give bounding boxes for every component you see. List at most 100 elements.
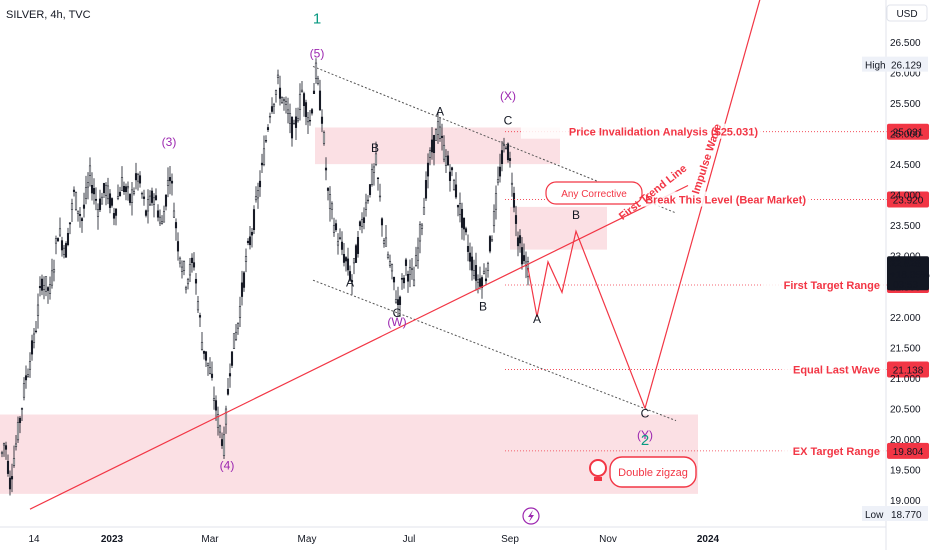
- candle: [292, 119, 296, 125]
- candle: [352, 258, 356, 275]
- candle-body: [466, 246, 470, 252]
- candle-body: [132, 191, 136, 194]
- candle: [128, 193, 132, 206]
- price-tag-bg: [887, 361, 929, 378]
- candle: [64, 241, 68, 258]
- candle-body: [306, 117, 310, 123]
- candle-body: [220, 439, 224, 446]
- wave-label: C: [641, 407, 650, 421]
- candle: [200, 332, 204, 351]
- candle-body: [276, 74, 280, 78]
- candle: [504, 145, 508, 150]
- candle-body: [262, 148, 266, 165]
- candle: [434, 128, 438, 141]
- candle-body: [402, 277, 406, 284]
- candle-body: [120, 177, 124, 191]
- candle-body: [288, 113, 292, 124]
- candle-body: [260, 162, 264, 166]
- candle: [404, 257, 408, 276]
- candle: [42, 276, 46, 300]
- candle: [476, 274, 480, 294]
- candle-body: [118, 191, 122, 197]
- candle: [124, 183, 128, 201]
- candle: [248, 226, 252, 250]
- candle-body: [346, 258, 350, 271]
- candle-body: [278, 87, 282, 99]
- candle-body: [112, 213, 116, 219]
- candle: [424, 171, 428, 202]
- candle-body: [224, 408, 228, 425]
- candle-body: [84, 187, 88, 199]
- candle: [210, 361, 214, 381]
- candle-body: [250, 231, 254, 236]
- x-tick-label: Mar: [201, 534, 219, 545]
- candle-body: [202, 350, 206, 354]
- candle-body: [480, 277, 484, 288]
- candle: [474, 252, 478, 291]
- candle: [348, 265, 352, 282]
- candle-body: [382, 240, 386, 244]
- candle: [82, 192, 86, 218]
- candle: [376, 177, 380, 191]
- candle: [342, 243, 346, 267]
- candle-body: [140, 192, 144, 195]
- candle: [280, 96, 284, 105]
- candle-body: [160, 221, 164, 224]
- lightning-icon[interactable]: [522, 507, 540, 525]
- candle-body: [420, 224, 424, 229]
- candle: [54, 235, 58, 255]
- candle-body: [326, 188, 330, 191]
- candle: [70, 198, 74, 222]
- candle: [304, 99, 308, 126]
- current-change: +18.85%: [890, 270, 930, 281]
- candle-body: [18, 417, 22, 423]
- candle: [328, 186, 332, 222]
- candle-body: [104, 184, 108, 196]
- candle-body: [114, 208, 118, 216]
- price-tag-bg: [887, 442, 929, 459]
- candle-body: [38, 286, 42, 288]
- candle-body: [396, 299, 400, 306]
- candle-body: [364, 202, 368, 210]
- level-label-bg: [781, 442, 884, 458]
- candle-body: [500, 150, 504, 164]
- candle: [334, 219, 338, 232]
- candle-body: [4, 445, 8, 450]
- candle-body: [58, 228, 62, 236]
- candle: [322, 130, 326, 146]
- candle: [430, 127, 434, 160]
- current-countdown: 03:53: [893, 280, 918, 291]
- candle-body: [222, 434, 226, 456]
- candle-body: [30, 340, 34, 355]
- high-badge: [862, 56, 928, 72]
- candle: [502, 137, 506, 153]
- candle: [236, 322, 240, 335]
- candle: [284, 96, 288, 114]
- candle-body: [464, 228, 468, 233]
- candle: [496, 166, 500, 186]
- candle: [106, 177, 110, 205]
- candle-body: [150, 190, 154, 203]
- candle-body: [188, 263, 192, 276]
- candle-body: [392, 276, 396, 283]
- candle: [478, 266, 482, 290]
- candle: [298, 83, 302, 121]
- candle: [136, 172, 140, 191]
- y-tick-label: 23.500: [890, 221, 921, 232]
- candle-body: [48, 284, 52, 294]
- candle-body: [376, 177, 380, 180]
- candle: [418, 221, 422, 254]
- zone-1: [510, 206, 607, 250]
- candle-body: [438, 126, 442, 139]
- candle: [140, 191, 144, 199]
- candle: [522, 243, 526, 265]
- candle: [410, 257, 414, 280]
- candle: [134, 162, 138, 190]
- candle-body: [208, 367, 212, 374]
- candle-body: [94, 198, 98, 201]
- candle: [142, 189, 146, 206]
- currency-button[interactable]: [886, 4, 928, 22]
- y-tick-label: 22.000: [890, 313, 921, 324]
- candle: [384, 224, 388, 247]
